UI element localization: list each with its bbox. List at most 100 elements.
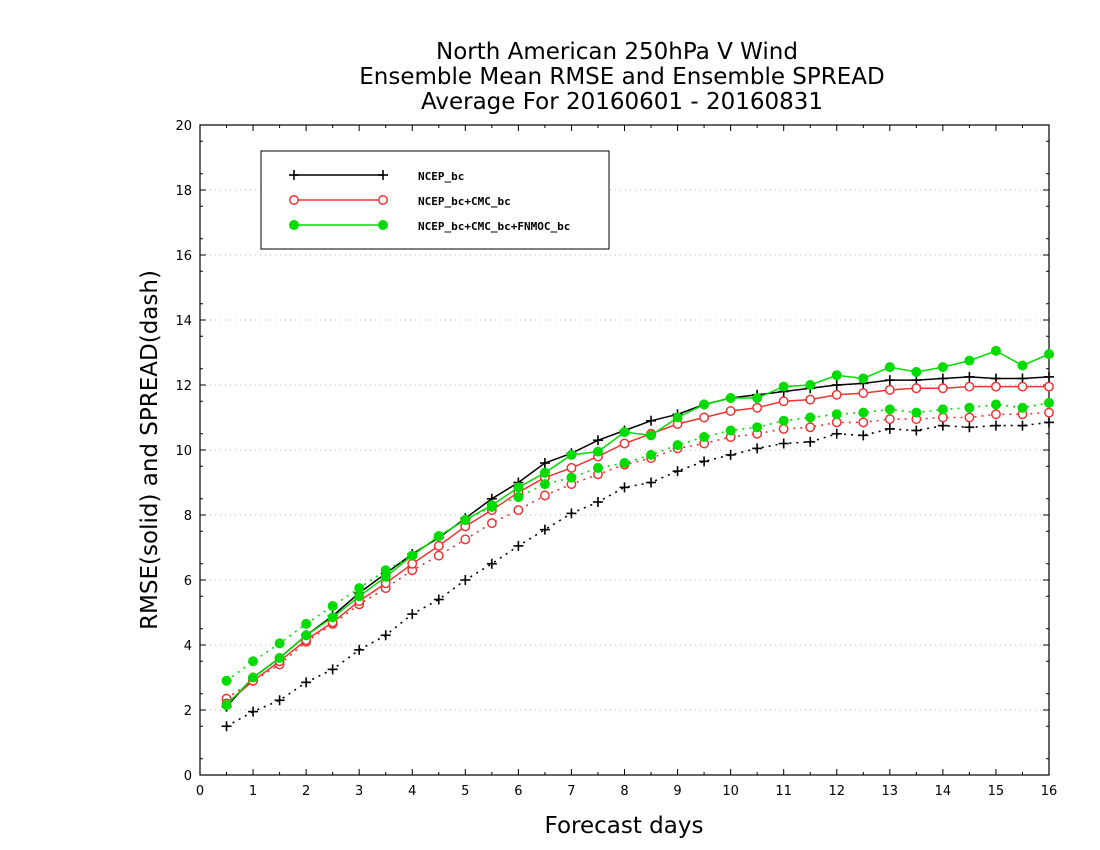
series-0-spread-point-22	[805, 436, 816, 447]
series-0-rmse-point-23	[831, 380, 842, 390]
title-line-1: North American 250hPa V Wind	[436, 39, 798, 65]
series-1-rmse-point-28	[964, 381, 975, 392]
series-0-spread-point-23	[831, 428, 842, 439]
series-2-spread-point-0	[221, 675, 232, 686]
series-1-spread-point-24	[858, 417, 869, 428]
series-0-spread-point-20	[752, 443, 763, 454]
series-1-rmse-point-19	[725, 406, 736, 416]
series-1-spread-point-12	[539, 490, 550, 501]
series-2-spread-point-18	[699, 432, 710, 442]
legend-marker-start-0	[289, 170, 299, 180]
y-tick-label-14: 14	[175, 314, 192, 329]
series-2-spread-point-3	[301, 618, 312, 629]
series-2-spread-point-2	[274, 638, 285, 649]
series-2-rmse-point-0	[221, 700, 232, 711]
series-2-rmse-point-6	[380, 571, 391, 582]
y-tick-label-4: 4	[184, 639, 192, 654]
series-2-spread-point-12	[539, 479, 550, 490]
series-0-spread-point-21	[778, 438, 789, 449]
series-2-rmse-point-14	[592, 446, 603, 457]
chart-title: North American 250hPa V Wind Ensemble Me…	[359, 39, 884, 115]
series-2-rmse-point-5	[354, 591, 365, 602]
series-0-spread-point-16	[646, 477, 657, 488]
series-0-spread-point-31	[1044, 417, 1054, 428]
series-1-rmse-point-8	[433, 540, 444, 551]
series-1-spread-point-8	[433, 550, 444, 561]
series-0-spread-line	[226, 421, 1050, 728]
series-1-rmse-point-21	[778, 396, 789, 407]
legend-samples	[289, 170, 388, 230]
series-0-rmse-point-14	[592, 435, 603, 446]
series-1-rmse-point-18	[699, 412, 710, 423]
series-2-rmse-point-30	[1017, 360, 1028, 371]
series-0-spread-point-9	[460, 575, 471, 585]
series-2-rmse-point-24	[858, 373, 869, 384]
legend-marker-end-0	[378, 170, 388, 180]
series-1-rmse-point-31	[1044, 381, 1054, 392]
series-2-spread-point-28	[964, 402, 975, 413]
series-2-rmse-point-22	[805, 380, 816, 390]
x-tick-label-14: 14	[935, 784, 952, 799]
legend-marker-end-2	[378, 220, 388, 230]
series-2-rmse-point-19	[725, 393, 736, 403]
series-2-spread-point-23	[831, 409, 842, 420]
series-1-rmse-point-22	[805, 394, 816, 405]
legend: NCEP_bc NCEP_bc+CMC_bc NCEP_bc+CMC_bc+FN…	[260, 150, 610, 250]
y-tick-label-0: 0	[184, 769, 192, 784]
series-2-rmse-point-11	[513, 482, 524, 493]
series-0-rmse-point-25	[884, 375, 895, 386]
series-2-rmse-point-28	[964, 355, 975, 366]
series-2-spread-point-25	[884, 404, 895, 415]
series-2-spread-point-20	[752, 422, 763, 433]
series-0-spread-point-1	[248, 706, 259, 717]
series-0-spread-point-29	[990, 420, 1001, 431]
x-tick-label-10: 10	[722, 784, 739, 799]
x-tick-label-7: 7	[567, 784, 575, 799]
series-0-spread-point-6	[380, 630, 391, 641]
series-0-spread-point-8	[433, 594, 444, 605]
series-0-spread-point-11	[513, 540, 524, 551]
series-2-rmse-point-23	[831, 370, 842, 381]
series-0-rmse-point-28	[964, 371, 975, 382]
series-2-spread-point-30	[1017, 402, 1028, 413]
legend-label-ncep-cmc: NCEP_bc+CMC_bc	[418, 195, 511, 208]
x-tick-label-9: 9	[673, 784, 681, 799]
series-2-rmse-point-15	[619, 427, 630, 438]
x-tick-label-1: 1	[249, 784, 257, 799]
series-1-spread-point-25	[884, 414, 895, 425]
series-1-rmse-point-25	[884, 384, 895, 395]
series-1-spread-point-22	[805, 422, 816, 433]
series-2-rmse-point-29	[990, 345, 1001, 356]
y-axis-label: RMSE(solid) and SPREAD(dash)	[137, 270, 163, 630]
series-1-spread-point-23	[831, 417, 842, 428]
series-1-rmse-point-7	[407, 558, 418, 569]
series-2-rmse-point-3	[301, 630, 312, 641]
x-tick-label-13: 13	[882, 784, 899, 799]
series-0-spread-point-15	[619, 482, 630, 493]
series-0-spread-point-19	[725, 449, 736, 460]
series-2-rmse-point-9	[460, 514, 471, 525]
series-1-spread-point-11	[513, 505, 524, 516]
x-tick-label-2: 2	[302, 784, 310, 799]
series-2-rmse-point-1	[248, 672, 259, 683]
legend-label-ncep-cmc-fnmoc: NCEP_bc+CMC_bc+FNMOC_bc	[418, 220, 570, 233]
series-1-spread-point-21	[778, 423, 789, 434]
y-tick-label-18: 18	[175, 184, 192, 199]
series-0-spread-point-14	[592, 497, 603, 507]
series-0-spread-point-25	[884, 423, 895, 434]
x-tick-label-5: 5	[461, 784, 469, 799]
x-tick-label-4: 4	[408, 784, 416, 799]
y-tick-label-2: 2	[184, 704, 192, 719]
series-2-spread-point-19	[725, 425, 736, 436]
series-1-spread-point-28	[964, 412, 975, 423]
series-2-rmse-point-27	[937, 362, 948, 373]
series-2-spread-point-15	[619, 458, 630, 468]
legend-label-ncep-bc: NCEP_bc	[418, 170, 464, 183]
x-tick-label-8: 8	[620, 784, 628, 799]
series-0-spread-point-18	[699, 456, 710, 467]
series-1-spread-point-9	[460, 534, 471, 545]
series-1-spread-line	[226, 411, 1050, 700]
series-0-spread-point-24	[858, 430, 869, 441]
series-1-rmse-point-13	[566, 462, 577, 473]
